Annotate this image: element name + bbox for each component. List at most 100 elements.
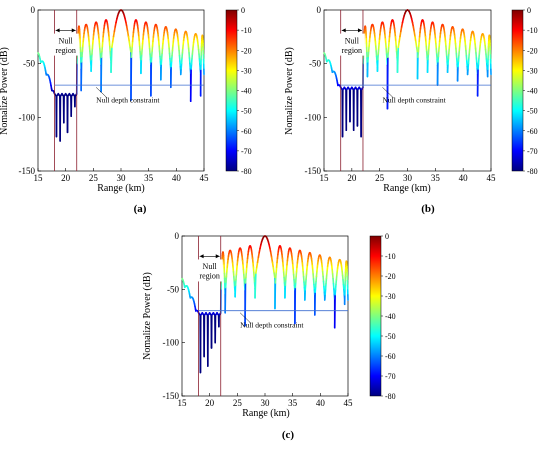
y-tick-label: 0: [175, 231, 180, 241]
panel-label: (b): [421, 203, 435, 215]
null-region-label-bg: [196, 259, 223, 282]
colorbar-tick-label: 0: [241, 6, 245, 15]
x-tick-label: 20: [61, 173, 71, 183]
y-tick-label: -150: [19, 166, 36, 176]
colorbar-tick-label: -60: [527, 127, 538, 136]
y-tick-label: 0: [31, 5, 36, 15]
x-tick-label: 40: [316, 398, 326, 408]
x-tick-label: 30: [117, 173, 127, 183]
x-tick-label: 45: [200, 173, 210, 183]
colorbar-tick-label: -50: [527, 107, 538, 116]
null-region-label-line2: region: [342, 46, 362, 55]
colorbar-tick-label: -20: [241, 46, 252, 55]
curve-segment: [272, 266, 275, 274]
colorbar-tick-label: 0: [385, 232, 389, 241]
null-region-label-line2: region: [199, 272, 219, 281]
x-tick-label: 45: [344, 398, 354, 408]
null-region-label-line1: Null: [345, 36, 360, 45]
colorbar-tick-label: -80: [241, 167, 252, 176]
y-tick-label: -100: [305, 112, 322, 122]
null-region-label-bg: [52, 33, 79, 56]
constraint-pointer: [239, 312, 252, 324]
curve-segment: [415, 46, 419, 54]
y-tick-label: -50: [23, 59, 35, 69]
curve-segment: [111, 35, 115, 43]
y-axis-label: Nomalize Power (dB): [142, 272, 153, 360]
y-tick-label: -100: [19, 112, 36, 122]
constraint-pointer: [382, 87, 394, 99]
y-tick-label: -50: [309, 59, 321, 69]
curve-segment: [126, 30, 130, 38]
colorbar-tick-label: -80: [385, 392, 396, 401]
x-tick-label: 35: [431, 173, 441, 183]
x-tick-label: 30: [261, 398, 271, 408]
curve-segment: [398, 35, 401, 43]
colorbar-tick-label: 0: [527, 6, 531, 15]
colorbar-tick-label: -60: [385, 352, 396, 361]
y-axis-label: Nomalize Power (dB): [284, 47, 295, 135]
x-tick-label: 20: [205, 398, 215, 408]
colorbar-tick-label: -30: [241, 66, 252, 75]
x-axis-label: Range (km): [97, 183, 145, 194]
colorbar-tick-label: -20: [385, 272, 396, 281]
curve-segment: [129, 46, 132, 54]
curve-segment: [254, 272, 257, 299]
null-region-label-line1: Null: [203, 262, 218, 271]
x-tick-label: 40: [172, 173, 182, 183]
x-axis-label: Range (km): [242, 408, 290, 419]
x-tick-label: 25: [233, 398, 243, 408]
curve-segment: [270, 256, 274, 264]
x-tick-label: 30: [403, 173, 413, 183]
colorbar-tick-label: -40: [527, 87, 538, 96]
null-depth-constraint-label: Null depth constraint: [382, 95, 446, 104]
panel-label: (a): [134, 203, 147, 215]
colorbar-tick-label: -40: [385, 312, 396, 321]
curve-segment: [255, 266, 258, 274]
y-tick-label: -150: [305, 166, 322, 176]
curve-segment: [255, 261, 259, 269]
panel-label: (c): [282, 429, 295, 441]
null-depth-constraint-label: Null depth constraint: [240, 321, 304, 330]
x-tick-label: 15: [320, 173, 330, 183]
colorbar-tick-label: -70: [527, 147, 538, 156]
colorbar-tick-label: -50: [385, 332, 396, 341]
curve-segment: [273, 272, 276, 280]
curve-segment: [396, 46, 400, 74]
curve-segment: [397, 41, 400, 49]
x-tick-label: 45: [487, 173, 497, 183]
constraint-pointer: [95, 87, 108, 99]
colorbar-tick-label: -10: [527, 26, 538, 35]
curve-segment: [112, 30, 116, 38]
colorbar-tick-label: -70: [241, 147, 252, 156]
curve-segment: [415, 41, 418, 49]
y-tick-label: -100: [163, 338, 180, 348]
curve-segment: [414, 35, 417, 43]
colorbar-tick-label: -80: [527, 167, 538, 176]
power-pattern-series: [37, 9, 205, 142]
colorbar-tick-label: -10: [241, 26, 252, 35]
colorbar: [511, 9, 524, 172]
colorbar: [225, 9, 238, 172]
curve-segment: [413, 30, 416, 38]
x-tick-label: 25: [375, 173, 385, 183]
colorbar-tick-label: -30: [527, 66, 538, 75]
colorbar-tick-label: -40: [241, 87, 252, 96]
y-tick-label: -150: [163, 391, 180, 401]
curve-segment: [271, 261, 275, 269]
colorbar: [369, 235, 382, 397]
x-tick-label: 40: [459, 173, 469, 183]
colorbar-tick-label: -70: [385, 372, 396, 381]
curve-segment: [127, 35, 131, 43]
x-tick-label: 20: [347, 173, 357, 183]
y-tick-label: 0: [317, 5, 322, 15]
colorbar-tick-label: -50: [241, 107, 252, 116]
null-region-label-line1: Null: [59, 36, 74, 45]
x-tick-label: 25: [89, 173, 99, 183]
power-pattern-series: [181, 235, 349, 374]
colorbar-tick-label: -10: [385, 252, 396, 261]
x-tick-label: 15: [34, 173, 44, 183]
